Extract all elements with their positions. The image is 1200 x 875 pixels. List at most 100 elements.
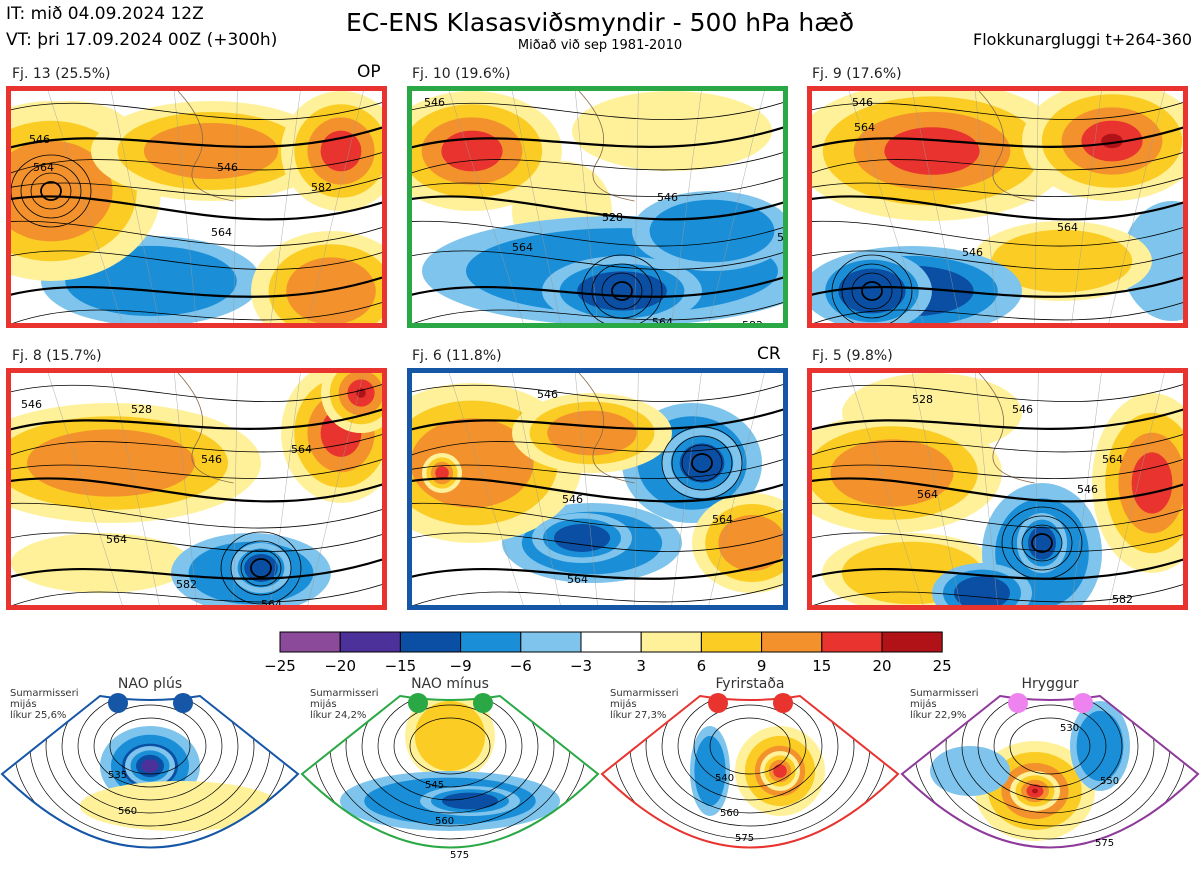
contour-label: 582 — [311, 181, 332, 194]
regime-title: Hryggur — [1021, 676, 1079, 692]
regime-height-contour — [409, 717, 491, 775]
coastline — [177, 91, 234, 202]
graticule-line — [671, 373, 702, 605]
anomaly-shade — [991, 229, 1133, 293]
height-contour — [814, 584, 1183, 605]
graticule-line — [270, 91, 301, 323]
regime-contour-label: 560 — [435, 816, 454, 827]
colorbar-bin — [761, 631, 823, 653]
coastline — [578, 91, 635, 202]
regime-contour-label: 535 — [108, 770, 127, 781]
regime-height-contour — [77, 696, 223, 801]
regime-marker — [708, 693, 728, 713]
height-contour — [412, 102, 783, 121]
regime-info-probability: líkur 27,3% — [610, 710, 667, 721]
height-contour — [412, 532, 783, 552]
regime-contour-label: 550 — [1100, 776, 1119, 787]
low-contour — [841, 263, 903, 319]
height-contour — [11, 152, 382, 174]
height-contour — [11, 195, 382, 221]
height-contour — [414, 584, 783, 605]
graticule-line — [174, 373, 197, 605]
regime-anomaly-shade — [442, 792, 498, 810]
height-contour — [11, 459, 382, 479]
contour-label: 546 — [201, 453, 222, 466]
coastline — [177, 373, 234, 484]
regime-info-period: mijás — [310, 699, 337, 710]
graticule-line — [671, 91, 702, 323]
colorbar-bin — [580, 631, 642, 653]
regime-anomaly-shade — [1010, 848, 1050, 864]
coastline — [978, 91, 1035, 202]
cluster-panel-9: 546 564 546 564 582 — [807, 86, 1188, 328]
height-contour — [812, 220, 1183, 247]
regime-info-probability: líkur 24,2% — [310, 710, 367, 721]
cluster-map: 546 564 546 564 582 — [11, 91, 382, 323]
it-line: IT: mið 04.09.2024 12Z — [6, 4, 204, 24]
contour-label: 564 — [291, 443, 312, 456]
regime-height-contour — [345, 696, 555, 827]
regime-height-contour — [677, 696, 823, 801]
regime-info-season: Sumarmisseri — [910, 688, 979, 699]
regime-outline — [0, 694, 300, 849]
height-contour — [412, 250, 783, 270]
height-contour — [412, 384, 783, 403]
anomaly-shade — [649, 199, 775, 263]
graticule-line — [1108, 91, 1165, 323]
coastline — [978, 373, 1035, 484]
height-contour — [412, 152, 783, 174]
regime-height-contour — [377, 696, 523, 801]
anomaly-shade — [1131, 452, 1173, 514]
regime-marker — [1008, 693, 1028, 713]
graticule-line — [47, 373, 123, 605]
height-contour — [812, 152, 1183, 174]
cluster-panel-13: 546 564 546 564 582 — [6, 86, 387, 328]
low-contour — [831, 254, 913, 323]
height-contour — [11, 220, 382, 247]
regime-info-season: Sumarmisseri — [310, 688, 379, 699]
colorbar-tick-label: 25 — [933, 657, 952, 675]
colorbar-tick-label: −20 — [324, 657, 356, 675]
page-subtitle: Miðað við sep 1981-2010 — [517, 38, 683, 53]
regime-ridge: 530 550 575 Hryggur Sumarmisseri mijás líku… — [900, 676, 1200, 871]
height-contour — [11, 250, 382, 270]
op-tag: OP — [357, 62, 381, 82]
contour-label: 546 — [29, 133, 50, 146]
height-contour — [412, 459, 783, 479]
low-contour — [861, 281, 883, 301]
contour-label: 528 — [131, 403, 152, 416]
regime-contour-label: 575 — [735, 833, 754, 844]
low-contour — [250, 558, 272, 578]
regime-info-period: mijás — [610, 699, 637, 710]
contour-label: 564 — [652, 316, 673, 323]
regime-marker — [1073, 693, 1093, 713]
low-contour — [240, 549, 282, 587]
cluster-label-9: Fj. 9 (17.6%) — [812, 66, 902, 82]
regime-nao-minus: 545 560 575 NAO mínus Sumarmisseri mijás lí… — [300, 676, 600, 871]
regime-anomaly-shade — [1076, 710, 1124, 782]
colorbar-tick-label: 15 — [812, 657, 831, 675]
contour-label: 582 — [1112, 593, 1133, 605]
low-contour — [851, 272, 893, 310]
height-contour — [814, 302, 1183, 323]
graticule-line — [110, 373, 160, 605]
regime-info-period: mijás — [10, 699, 37, 710]
height-contour — [11, 276, 382, 298]
graticule-line — [1108, 373, 1165, 605]
colorbar-tick-label: −3 — [570, 657, 592, 675]
regime-height-contour — [645, 696, 855, 827]
height-contour — [812, 502, 1183, 529]
regime-height-contour — [661, 696, 839, 814]
anomaly-shade — [356, 388, 366, 398]
contour-label: 564 — [211, 226, 232, 239]
regime-map: 545 560 575 — [300, 693, 600, 861]
graticule-line — [1071, 373, 1102, 605]
low-contour — [230, 540, 292, 596]
contour-label: 546 — [562, 493, 583, 506]
contour-label: 582 — [667, 603, 688, 605]
regime-height-contour — [393, 704, 507, 788]
regime-height-contour — [977, 696, 1123, 801]
graticule-line — [307, 91, 364, 323]
regime-info-probability: líkur 25,6% — [10, 710, 67, 721]
graticule-line — [1071, 91, 1102, 323]
